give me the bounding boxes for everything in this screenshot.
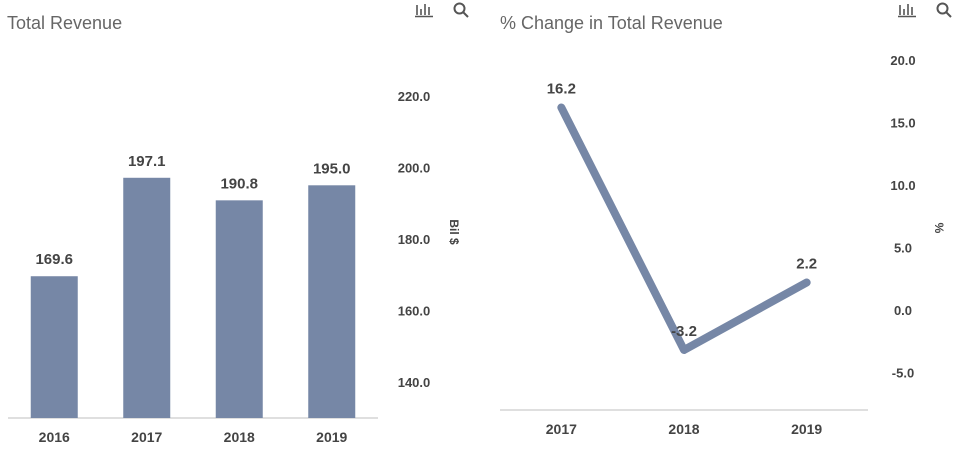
data-point (558, 104, 565, 111)
revenue-chart-panel: 169.6 2016 197.1 2017 190.8 2018 195.0 2019 140.… (7, 0, 474, 445)
search-icon[interactable] (448, 0, 474, 20)
bar-chart-icon[interactable] (412, 0, 438, 20)
y-tick-label: 5.0 (894, 241, 912, 256)
bar (123, 177, 171, 418)
bar (308, 185, 356, 418)
data-label: 197.1 (128, 153, 166, 170)
y-tick-label: 200.0 (398, 160, 431, 175)
y-tick-label: -5.0 (892, 366, 914, 381)
x-tick-label: 2019 (316, 429, 347, 445)
y-axis-label: % (932, 223, 946, 234)
data-label: 16.2 (547, 81, 576, 98)
x-tick-label: 2018 (668, 421, 699, 437)
y-tick-label: 0.0 (894, 303, 912, 318)
y-tick-label: 20.0 (890, 53, 915, 68)
data-label: 195.0 (313, 160, 351, 177)
bar (30, 276, 78, 418)
x-tick-label: 2017 (546, 421, 577, 437)
chart-toolbar (412, 0, 474, 20)
y-axis-label: Bil $ (447, 219, 461, 245)
data-point (803, 279, 810, 286)
y-tick-label: 140.0 (398, 375, 431, 390)
bar-chart-icon[interactable] (895, 0, 921, 20)
x-tick-label: 2016 (39, 429, 70, 445)
x-tick-label: 2017 (131, 429, 162, 445)
data-label: -3.2 (671, 323, 697, 340)
chart-title: Total Revenue (7, 13, 123, 33)
search-icon[interactable] (931, 0, 957, 20)
x-tick-label: 2018 (224, 429, 255, 445)
y-tick-label: 160.0 (398, 304, 431, 319)
revenue-bar-chart: 169.6 2016 197.1 2017 190.8 2018 195.0 2019 140.… (8, 89, 461, 445)
pct-change-chart-panel: 16.2 2017 -3.2 2018 2.2 2019 -5.0 0.0 5.0 10.0 15.… (480, 0, 959, 456)
bar (215, 200, 263, 418)
data-point (681, 347, 687, 353)
data-label: 190.8 (220, 175, 258, 192)
y-tick-label: 15.0 (890, 116, 915, 131)
data-label: 169.6 (35, 251, 73, 268)
chart-toolbar (895, 0, 957, 20)
y-tick-label: 10.0 (890, 178, 915, 193)
series-line (557, 103, 811, 354)
chart-title: % Change in Total Revenue (500, 13, 723, 33)
pct-change-line-chart: 16.2 2017 -3.2 2018 2.2 2019 -5.0 0.0 5.0 10.0 15.… (500, 53, 946, 437)
y-tick-label: 220.0 (398, 89, 431, 104)
x-tick-label: 2019 (791, 421, 822, 437)
y-tick-label: 180.0 (398, 232, 431, 247)
data-label: 2.2 (796, 256, 817, 273)
